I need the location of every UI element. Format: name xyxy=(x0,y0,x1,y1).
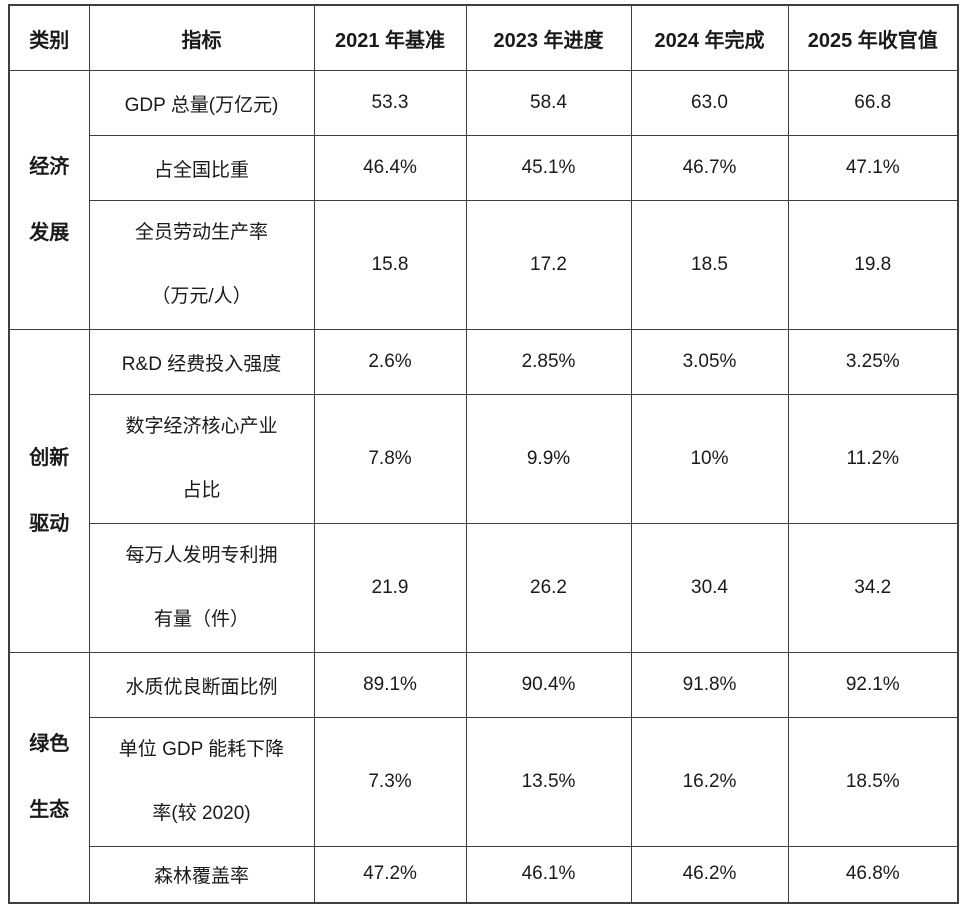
header-cell-2021: 2021 年基准 xyxy=(313,4,467,71)
value-cell: 63.0 xyxy=(630,70,789,136)
table-row: 全员劳动生产率 （万元/人） 15.8 17.2 18.5 19.8 xyxy=(9,200,959,330)
indicator-cell: 数字经济核心产业 占比 xyxy=(88,394,315,524)
table-row: 绿色 生态 水质优良断面比例 89.1% 90.4% 91.8% 92.1% xyxy=(8,652,959,903)
indicators-table: 类别 指标 2021 年基准 2023 年进度 2024 年完成 2025 年收… xyxy=(8,4,959,904)
header-cell-category: 类别 xyxy=(8,4,90,71)
category-line: 创新 xyxy=(29,447,70,469)
header-cell-2024: 2024 年完成 xyxy=(630,4,789,71)
indicator-line: 率(较 2020) xyxy=(152,803,251,824)
category-line: 绿色 xyxy=(29,733,70,756)
value-cell: 3.25% xyxy=(787,329,959,395)
value-cell: 34.2 xyxy=(787,523,959,653)
value-cell: 46.2% xyxy=(630,846,789,903)
indicator-line: 森林覆盖率 xyxy=(153,865,249,887)
value-cell: 91.8% xyxy=(630,652,789,718)
value-cell: 13.5% xyxy=(465,717,632,847)
value-cell: 30.4 xyxy=(630,523,789,653)
value-cell: 46.7% xyxy=(630,135,789,201)
value-cell: 15.8 xyxy=(313,200,467,330)
value-cell: 9.9% xyxy=(465,394,632,524)
indicator-line: GDP 总量(万亿元) xyxy=(124,94,279,116)
category-line: 生态 xyxy=(29,799,70,822)
value-cell: 47.2% xyxy=(313,846,467,903)
value-cell: 92.1% xyxy=(787,652,959,718)
value-cell: 47.1% xyxy=(787,135,959,201)
value-cell: 21.9 xyxy=(313,523,467,653)
table-row: 占全国比重 46.4% 45.1% 46.7% 47.1% xyxy=(9,135,959,201)
value-cell: 66.8 xyxy=(787,70,959,136)
value-cell: 45.1% xyxy=(465,135,632,201)
value-cell: 2.6% xyxy=(313,329,467,395)
category-cell-economy: 经济 发展 xyxy=(8,70,90,330)
indicator-line: 占全国比重 xyxy=(153,159,249,181)
header-cell-2025: 2025 年收官值 xyxy=(787,4,959,71)
value-cell: 17.2 xyxy=(465,200,632,330)
header-cell-indicator: 指标 xyxy=(88,4,315,71)
indicator-line: 有量（件） xyxy=(153,609,249,630)
indicator-line: R&D 经费投入强度 xyxy=(121,353,282,375)
indicator-line: 全员劳动生产率 xyxy=(134,222,268,243)
category-cell-green: 绿色 生态 xyxy=(8,652,90,903)
indicator-line: 每万人发明专利拥 xyxy=(125,545,278,566)
value-cell: 3.05% xyxy=(630,329,789,395)
value-cell: 7.8% xyxy=(313,394,467,524)
indicator-line: 水质优良断面比例 xyxy=(125,676,278,698)
indicator-cell: 每万人发明专利拥 有量（件） xyxy=(88,523,315,653)
indicator-line: （万元/人） xyxy=(151,286,252,307)
indicator-cell: R&D 经费投入强度 xyxy=(88,329,315,395)
value-cell: 46.4% xyxy=(313,135,467,201)
table-row: 森林覆盖率 47.2% 46.1% 46.2% 46.8% xyxy=(9,846,959,903)
indicator-cell: 占全国比重 xyxy=(88,135,315,201)
category-line: 驱动 xyxy=(29,513,70,535)
table-row: 每万人发明专利拥 有量（件） 21.9 26.2 30.4 34.2 xyxy=(9,523,959,653)
indicator-cell: 单位 GDP 能耗下降 率(较 2020) xyxy=(88,717,315,847)
value-cell: 58.4 xyxy=(465,70,632,136)
table-row: 数字经济核心产业 占比 7.8% 9.9% 10% 11.2% xyxy=(9,394,959,524)
value-cell: 90.4% xyxy=(465,652,632,718)
indicator-line: 单位 GDP 能耗下降 xyxy=(118,739,285,760)
value-cell: 18.5 xyxy=(630,200,789,330)
category-line: 经济 xyxy=(29,156,70,178)
indicator-cell: 全员劳动生产率 （万元/人） xyxy=(88,200,315,330)
header-cell-2023: 2023 年进度 xyxy=(465,4,632,71)
indicator-line: 占比 xyxy=(182,480,221,501)
value-cell: 46.8% xyxy=(787,846,959,903)
value-cell: 19.8 xyxy=(787,200,959,330)
indicator-cell: GDP 总量(万亿元) xyxy=(88,70,315,136)
value-cell: 16.2% xyxy=(630,717,789,847)
category-cell-innovation: 创新 驱动 xyxy=(8,329,90,653)
value-cell: 26.2 xyxy=(465,523,632,653)
value-cell: 53.3 xyxy=(313,70,467,136)
table-row: 单位 GDP 能耗下降 率(较 2020) 7.3% 13.5% 16.2% 1… xyxy=(9,717,959,847)
indicator-cell: 水质优良断面比例 xyxy=(88,652,315,718)
indicator-cell: 森林覆盖率 xyxy=(88,846,315,903)
value-cell: 46.1% xyxy=(465,846,632,903)
table-row: 创新 驱动 R&D 经费投入强度 2.6% 2.85% 3.05% 3.25% xyxy=(8,329,959,653)
value-cell: 11.2% xyxy=(787,394,959,524)
indicator-line: 数字经济核心产业 xyxy=(125,416,278,437)
value-cell: 18.5% xyxy=(787,717,959,847)
category-line: 发展 xyxy=(29,222,70,244)
header-row: 类别 指标 2021 年基准 2023 年进度 2024 年完成 2025 年收… xyxy=(8,4,959,71)
table-row: 经济 发展 GDP 总量(万亿元) 53.3 58.4 63.0 66.8 xyxy=(8,70,959,330)
value-cell: 2.85% xyxy=(465,329,632,395)
value-cell: 10% xyxy=(630,394,789,524)
value-cell: 7.3% xyxy=(313,717,467,847)
value-cell: 89.1% xyxy=(313,652,467,718)
